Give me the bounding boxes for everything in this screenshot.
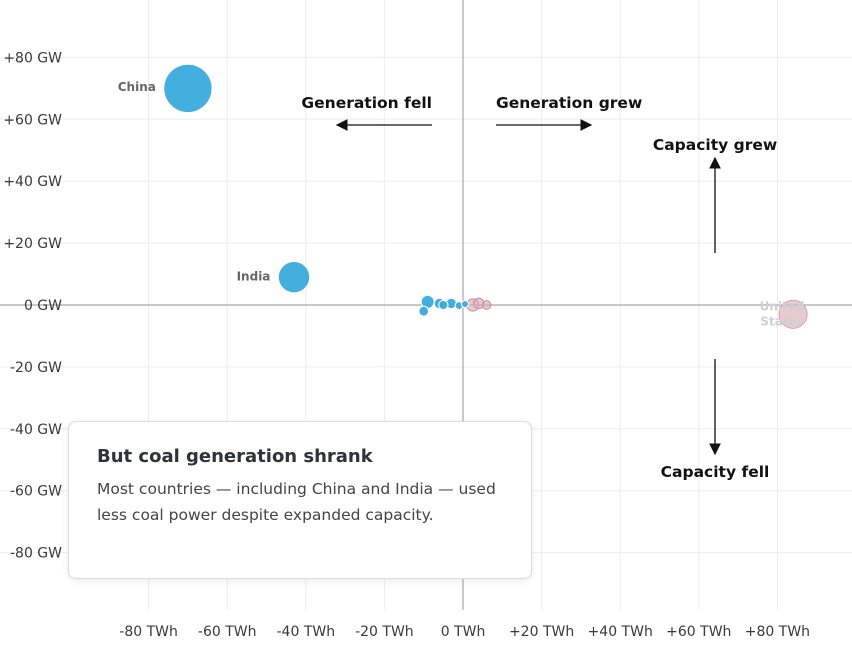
country-bubble bbox=[460, 300, 470, 309]
y-tick-label: +60 GW bbox=[3, 112, 62, 128]
capacity-fell-annotation: Capacity fell bbox=[661, 463, 770, 481]
china-bubble bbox=[163, 63, 213, 113]
x-tick-label: -40 TWh bbox=[277, 624, 336, 640]
y-tick-label: +80 GW bbox=[3, 50, 62, 66]
y-tick-label: -80 GW bbox=[10, 546, 62, 562]
capacity-grew-annotation: Capacity grew bbox=[653, 136, 777, 154]
x-tick-label: -60 TWh bbox=[198, 624, 257, 640]
y-tick-label: +20 GW bbox=[3, 236, 62, 252]
country-bubble bbox=[438, 299, 449, 311]
united-states-bubble bbox=[778, 299, 808, 329]
country-bubble bbox=[418, 305, 430, 317]
callout-title: But coal generation shrank bbox=[97, 446, 373, 467]
x-tick-label: +80 TWh bbox=[745, 624, 810, 640]
annotations: Generation fell Generation grew Capacity… bbox=[301, 94, 777, 481]
country-bubble bbox=[481, 300, 492, 310]
y-tick-label: +40 GW bbox=[3, 174, 62, 190]
x-tick-label: -20 TWh bbox=[355, 624, 414, 640]
united-states-label: United States bbox=[760, 299, 805, 328]
generation-fell-annotation: Generation fell bbox=[301, 94, 432, 112]
y-tick-label: -60 GW bbox=[10, 484, 62, 500]
y-tick-label: -20 GW bbox=[10, 360, 62, 376]
india-label: India bbox=[237, 269, 271, 283]
x-tick-label: +20 TWh bbox=[509, 624, 574, 640]
x-tick-label: -80 TWh bbox=[119, 624, 178, 640]
x-tick-label: 0 TWh bbox=[441, 624, 486, 640]
bubbles bbox=[163, 63, 808, 329]
x-tick-label: +60 TWh bbox=[666, 624, 731, 640]
x-tick-label: +40 TWh bbox=[588, 624, 653, 640]
tick-labels: -80 TWh -60 TWh -40 TWh -20 TWh 0 TWh +20 TWh… bbox=[3, 50, 810, 640]
india-bubble bbox=[278, 261, 311, 294]
generation-grew-annotation: Generation grew bbox=[496, 94, 642, 112]
callout-body: Most countries — including China and Ind… bbox=[97, 480, 496, 524]
callout-card: But coal generation shrank Most countrie… bbox=[68, 421, 532, 579]
country-labels: China India United States bbox=[118, 80, 805, 328]
y-tick-label: 0 GW bbox=[24, 298, 62, 314]
y-tick-label: -40 GW bbox=[10, 422, 62, 438]
china-label: China bbox=[118, 80, 156, 94]
